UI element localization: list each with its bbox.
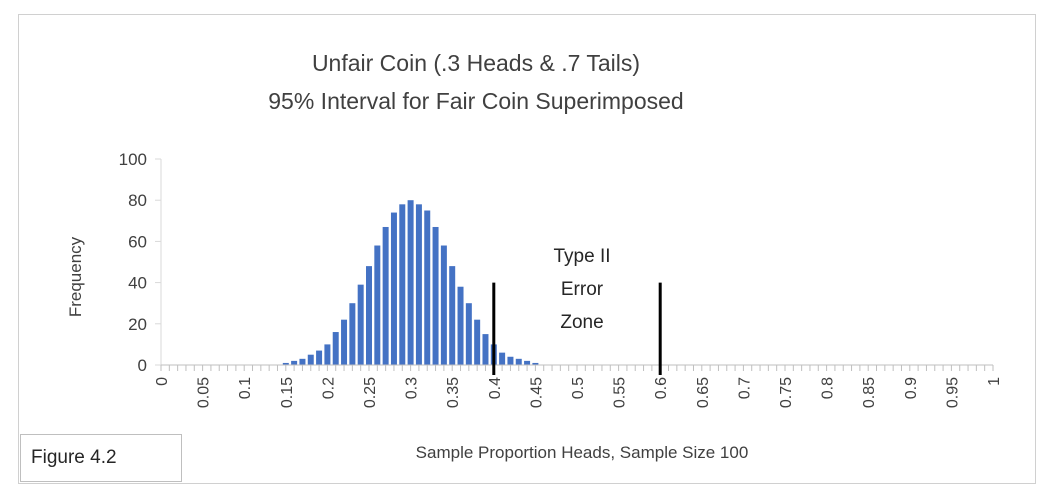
x-tick-label: 0.15 bbox=[279, 377, 296, 408]
x-tick-label: 1 bbox=[986, 377, 1003, 386]
bar bbox=[291, 360, 298, 365]
bar bbox=[424, 210, 431, 365]
x-axis-ticks: 0 0.05 0.1 0.15 0.2 0.25 0.3 0.35 0.4 0.45 0.5 0.55… bbox=[154, 365, 1003, 408]
bar bbox=[341, 319, 348, 365]
bar-series bbox=[282, 200, 539, 365]
x-tick-label: 0.05 bbox=[196, 377, 213, 408]
bar bbox=[449, 266, 456, 365]
chart-frame: Unfair Coin (.3 Heads & .7 Tails) 95% In… bbox=[18, 14, 1036, 484]
bar bbox=[524, 360, 531, 365]
bar bbox=[465, 303, 472, 365]
x-tick-label: 0 bbox=[154, 377, 171, 386]
x-tick-label: 0.2 bbox=[320, 377, 337, 399]
bar bbox=[307, 354, 314, 365]
bar bbox=[357, 284, 364, 365]
bar bbox=[390, 212, 397, 365]
bar bbox=[499, 352, 506, 365]
x-tick-label: 0.75 bbox=[778, 377, 795, 408]
x-tick-label: 0.9 bbox=[903, 377, 920, 399]
y-tick-label: 40 bbox=[128, 274, 147, 293]
x-tick-label: 0.6 bbox=[653, 377, 670, 399]
bar bbox=[507, 356, 514, 365]
chart-title-line-2: 95% Interval for Fair Coin Superimposed bbox=[268, 88, 683, 114]
y-tick-label: 100 bbox=[119, 150, 147, 169]
bar bbox=[282, 362, 289, 365]
bar bbox=[316, 350, 323, 365]
x-tick-label: 0.95 bbox=[944, 377, 961, 408]
x-tick-label: 0.65 bbox=[695, 377, 712, 408]
x-tick-label: 0.8 bbox=[820, 377, 837, 399]
annotation-line-1: Type II bbox=[553, 246, 610, 267]
bar bbox=[407, 200, 414, 365]
x-tick-label: 0.7 bbox=[736, 377, 753, 399]
bar bbox=[382, 226, 389, 365]
annotation-line-3: Zone bbox=[560, 312, 603, 333]
bar bbox=[332, 332, 339, 365]
x-tick-label: 0.45 bbox=[528, 377, 545, 408]
y-tick-label: 20 bbox=[128, 315, 147, 334]
x-tick-label: 0.4 bbox=[487, 377, 504, 399]
bar bbox=[474, 319, 481, 365]
bar bbox=[432, 226, 439, 365]
x-tick-label: 0.1 bbox=[237, 377, 254, 399]
bar bbox=[515, 358, 522, 365]
bar bbox=[299, 358, 306, 365]
annotation-line-2: Error bbox=[561, 279, 604, 300]
y-tick-label: 80 bbox=[128, 191, 147, 210]
y-axis-ticks: 0 20 40 60 80 100 bbox=[119, 150, 161, 375]
x-axis-label: Sample Proportion Heads, Sample Size 100 bbox=[416, 443, 749, 462]
chart: Unfair Coin (.3 Heads & .7 Tails) 95% In… bbox=[66, 50, 1003, 462]
bar bbox=[415, 204, 422, 365]
bar bbox=[482, 334, 489, 365]
y-tick-label: 60 bbox=[128, 232, 147, 251]
bar bbox=[349, 303, 356, 365]
x-tick-label: 0.85 bbox=[861, 377, 878, 408]
chart-title-line-1: Unfair Coin (.3 Heads & .7 Tails) bbox=[312, 50, 640, 76]
x-tick-label: 0.25 bbox=[362, 377, 379, 408]
x-tick-label: 0.55 bbox=[612, 377, 629, 408]
x-tick-label: 0.3 bbox=[404, 377, 421, 399]
x-tick-label: 0.5 bbox=[570, 377, 587, 399]
bar bbox=[366, 266, 372, 365]
axes bbox=[160, 159, 993, 366]
bar bbox=[324, 344, 331, 365]
bar bbox=[374, 245, 381, 365]
figure-label: Figure 4.2 bbox=[20, 434, 182, 482]
bar bbox=[532, 362, 539, 365]
bar bbox=[399, 204, 406, 365]
y-tick-label: 0 bbox=[138, 356, 147, 375]
x-tick-label: 0.35 bbox=[445, 377, 462, 408]
bar bbox=[457, 286, 464, 365]
bar bbox=[440, 245, 447, 365]
reference-lines bbox=[492, 282, 662, 375]
y-axis-label: Frequency bbox=[66, 236, 85, 317]
